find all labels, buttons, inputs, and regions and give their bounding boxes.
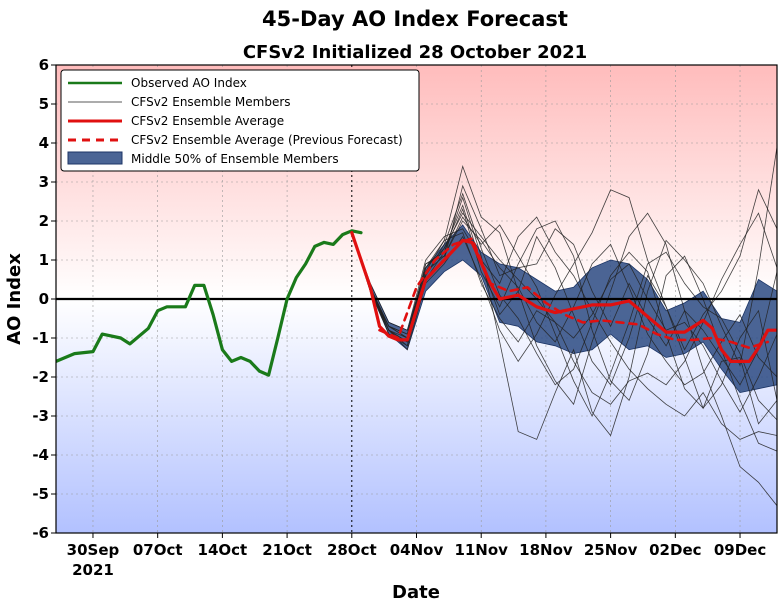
y-axis-label: AO Index bbox=[4, 253, 25, 345]
x-tick-label: 11Nov bbox=[454, 541, 508, 559]
y-tick-label: -5 bbox=[32, 485, 49, 503]
legend-label-iqr: Middle 50% of Ensemble Members bbox=[131, 152, 339, 166]
x-tick-label: 21Oct bbox=[262, 541, 312, 559]
x-tick-sublabel: 2021 bbox=[72, 561, 114, 579]
main-series-layer bbox=[56, 229, 777, 377]
x-tick-label: 14Oct bbox=[198, 541, 248, 559]
y-tick-label: 0 bbox=[39, 290, 49, 308]
observed-ao-line bbox=[56, 229, 363, 377]
y-tick-label: -2 bbox=[32, 368, 49, 386]
legend-box bbox=[60, 69, 420, 172]
y-tick-label: 5 bbox=[39, 95, 49, 113]
x-tick-label: 25Nov bbox=[584, 541, 638, 559]
chart-title: 45-Day AO Index Forecast bbox=[262, 7, 568, 31]
x-tick-label: 04Nov bbox=[390, 541, 444, 559]
iqr-band-layer bbox=[351, 224, 777, 394]
x-tick-label: 18Nov bbox=[519, 541, 573, 559]
ensemble-average-line bbox=[350, 231, 777, 363]
chart-subtitle: CFSv2 Initialized 28 October 2021 bbox=[243, 42, 587, 63]
legend-label-previous: CFSv2 Ensemble Average (Previous Forecas… bbox=[131, 133, 403, 147]
y-tick-label: -6 bbox=[32, 524, 49, 542]
x-axis-ticks: 30Sep 2021 07Oct 14Oct 21Oct 28Oct 04Nov 11Nov 1… bbox=[67, 533, 766, 579]
legend-swatch-iqr bbox=[67, 151, 123, 165]
ensemble-member-line bbox=[351, 216, 777, 440]
y-tick-label: 4 bbox=[39, 134, 49, 152]
x-tick-label: 07Oct bbox=[133, 541, 183, 559]
x-axis-label: Date bbox=[392, 582, 440, 603]
legend-label-average: CFSv2 Ensemble Average bbox=[131, 114, 284, 128]
ensemble-members-layer bbox=[351, 146, 777, 506]
legend: Observed AO Index CFSv2 Ensemble Members… bbox=[60, 69, 420, 172]
iqr-band bbox=[351, 224, 777, 394]
y-tick-label: 2 bbox=[39, 212, 49, 230]
ensemble-member-line bbox=[351, 212, 777, 405]
x-tick-label: 02Dec bbox=[649, 541, 701, 559]
y-axis-ticks: -6 -5 -4 -3 -2 -1 0 1 2 3 4 5 6 bbox=[32, 56, 56, 542]
previous-forecast-line bbox=[378, 237, 770, 350]
y-tick-label: 6 bbox=[39, 56, 49, 74]
y-tick-label: -3 bbox=[32, 407, 49, 425]
x-tick-label: 28Oct bbox=[327, 541, 377, 559]
legend-label-observed: Observed AO Index bbox=[131, 76, 247, 90]
y-tick-label: 1 bbox=[39, 251, 49, 269]
x-tick-label: 09Dec bbox=[714, 541, 766, 559]
y-tick-label: -1 bbox=[32, 329, 49, 347]
y-tick-label: 3 bbox=[39, 173, 49, 191]
legend-label-members: CFSv2 Ensemble Members bbox=[131, 95, 291, 109]
y-tick-label: -4 bbox=[32, 446, 49, 464]
x-tick-label: 30Sep bbox=[67, 541, 120, 559]
ensemble-member-line bbox=[351, 220, 777, 386]
